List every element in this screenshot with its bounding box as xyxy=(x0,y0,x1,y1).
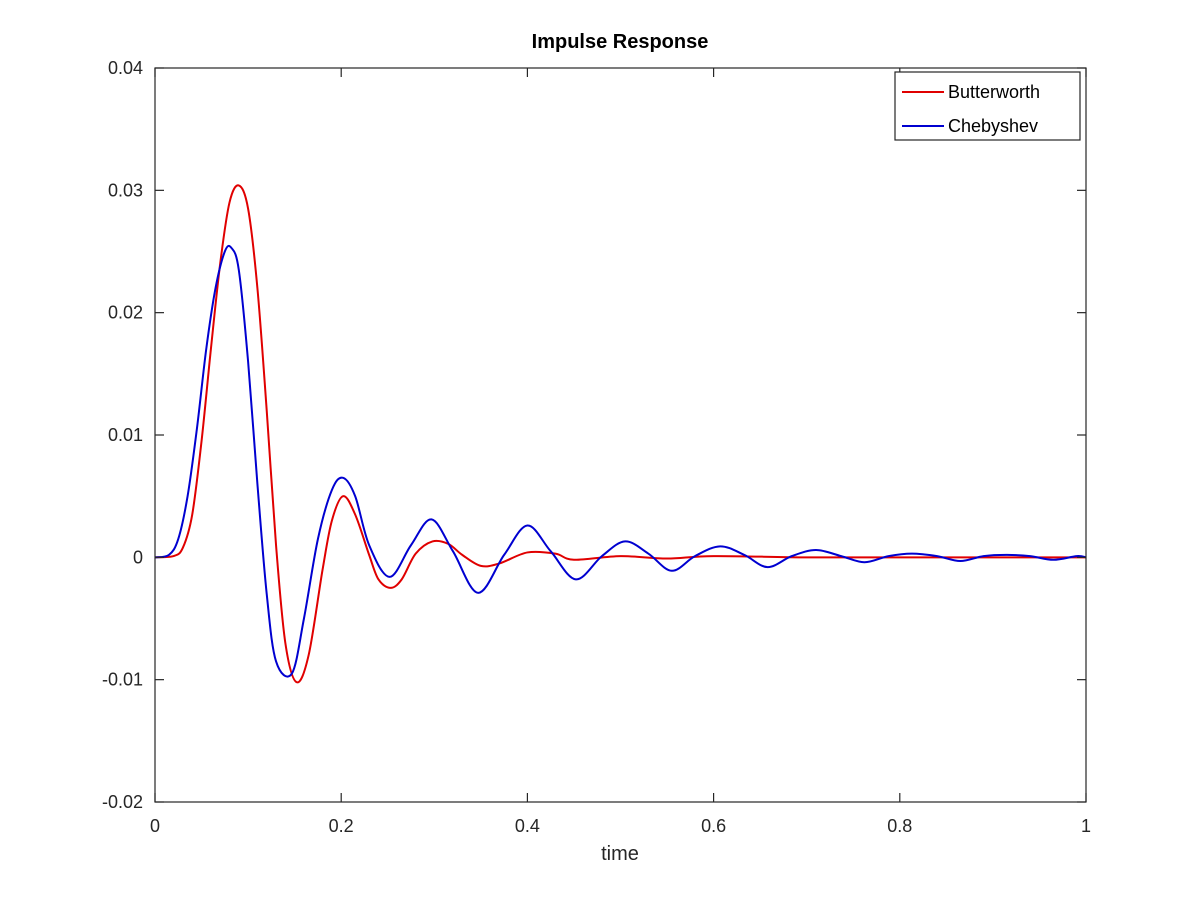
y-tick-label: -0.01 xyxy=(102,670,143,690)
y-tick-label: 0.01 xyxy=(108,425,143,445)
y-tick-label: -0.02 xyxy=(102,792,143,812)
x-axis-ticks: 0 0.2 0.4 0.6 0.8 1 xyxy=(150,68,1091,836)
x-tick-label: 0.4 xyxy=(515,816,540,836)
y-tick-label: 0.02 xyxy=(108,303,143,323)
series-line-butterworth xyxy=(155,184,1086,684)
x-tick-label: 0.8 xyxy=(887,816,912,836)
series-layer xyxy=(155,184,1086,684)
x-tick-label: 1 xyxy=(1081,816,1091,836)
x-tick-label: 0 xyxy=(150,816,160,836)
series-line-chebyshev xyxy=(155,244,1086,678)
y-axis-ticks: -0.02 -0.01 0 0.01 0.02 0.03 0.04 xyxy=(102,58,1086,812)
x-tick-label: 0.6 xyxy=(701,816,726,836)
y-tick-label: 0 xyxy=(133,547,143,567)
x-tick-label: 0.2 xyxy=(329,816,354,836)
chart-title: Impulse Response xyxy=(532,31,709,53)
y-tick-label: 0.04 xyxy=(108,58,143,78)
x-axis-label: time xyxy=(601,843,639,865)
legend-label-butterworth: Butterworth xyxy=(948,82,1040,102)
y-tick-label: 0.03 xyxy=(108,180,143,200)
plot-area xyxy=(155,68,1086,802)
legend: Butterworth Chebyshev xyxy=(894,71,1081,141)
legend-box xyxy=(894,71,1081,141)
legend-label-chebyshev: Chebyshev xyxy=(948,116,1038,136)
